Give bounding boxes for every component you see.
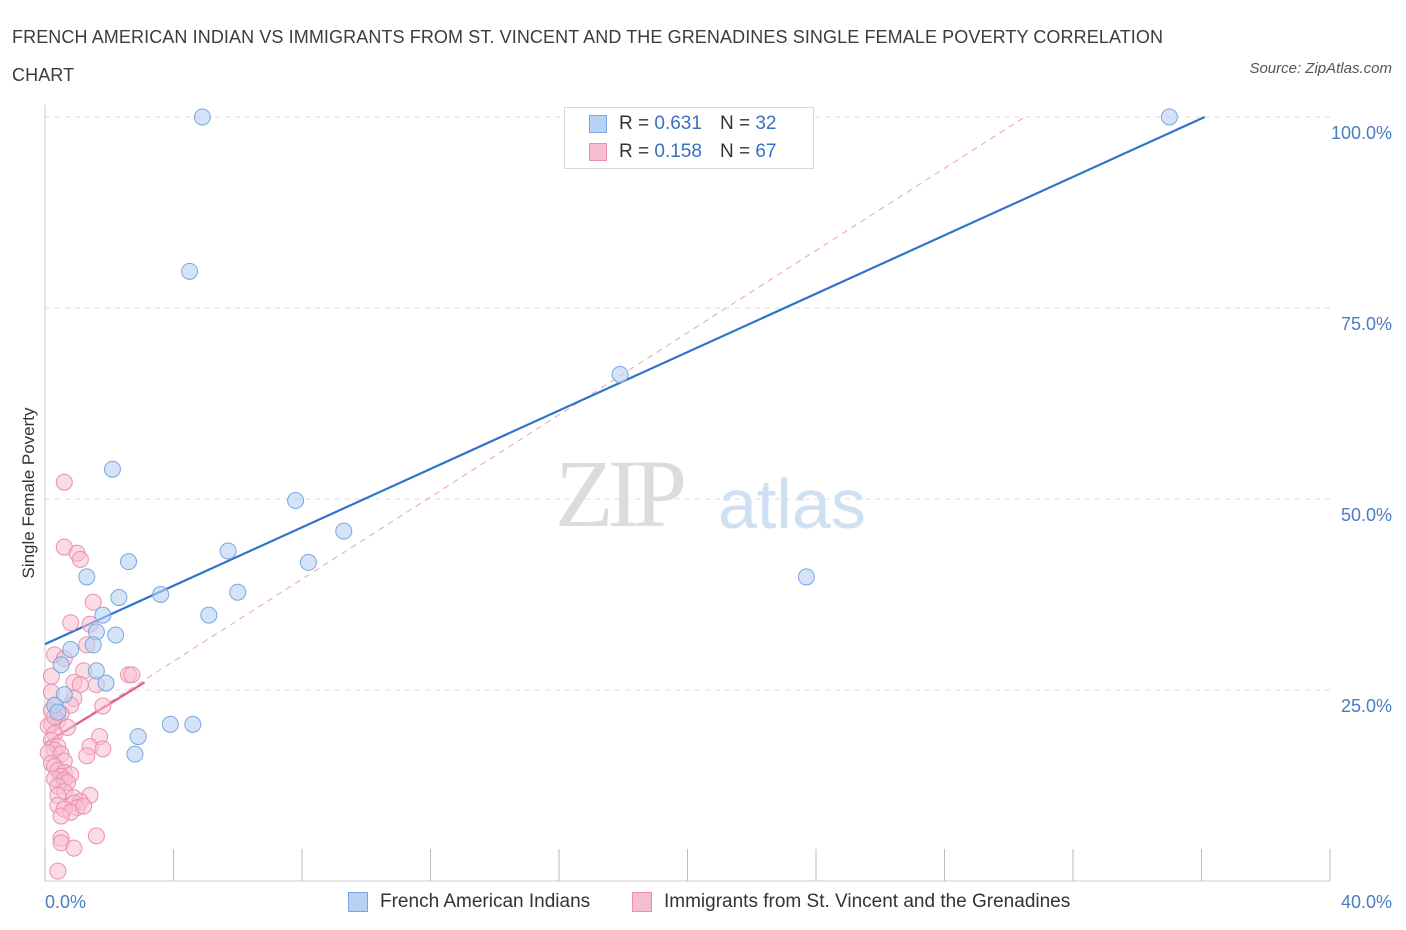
data-point-french-american-indians <box>287 492 305 510</box>
legend-row-blue: R = 0.631 N = 32 <box>589 112 776 136</box>
legend-row-pink: R = 0.158 N = 67 <box>589 140 776 164</box>
legend-n-label: N = <box>719 141 751 162</box>
data-point-immigrants <box>71 550 89 568</box>
data-point-immigrants <box>55 473 73 491</box>
legend-item-immigrants-st-vincent[interactable]: Immigrants from St. Vincent and the Gren… <box>632 888 1070 916</box>
data-point-immigrants <box>78 747 96 765</box>
data-point-french-american-indians <box>62 641 80 659</box>
x-tick-label: 0.0% <box>45 892 86 912</box>
data-point-french-american-indians <box>299 553 317 571</box>
watermark-atlas: atlas <box>718 465 866 543</box>
data-point-french-american-indians <box>107 626 125 644</box>
data-point-immigrants <box>62 614 80 632</box>
data-point-immigrants <box>87 827 105 845</box>
y-tick-label: 25.0% <box>1341 696 1392 716</box>
watermark: ZIP atlas <box>555 440 866 547</box>
data-point-immigrants <box>75 797 93 815</box>
legend-label: Immigrants from St. Vincent and the Gren… <box>664 891 1071 912</box>
trend-lines <box>44 115 1206 745</box>
data-point-french-american-indians <box>120 553 138 571</box>
legend-r-value: 0.631 <box>654 113 702 134</box>
data-point-french-american-indians <box>797 568 815 586</box>
legend-item-french-american-indians[interactable]: French American Indians <box>348 888 590 916</box>
data-point-french-american-indians <box>55 686 73 704</box>
axes <box>44 105 1331 882</box>
data-point-french-american-indians <box>97 674 115 692</box>
data-point-french-american-indians <box>335 522 353 540</box>
legend-n-label: N = <box>719 113 751 134</box>
chart-title: FRENCH AMERICAN INDIAN VS IMMIGRANTS FRO… <box>12 27 1164 85</box>
legend-n-value: 67 <box>755 141 777 162</box>
data-points <box>39 108 1178 880</box>
tick-labels: 25.0% 50.0% 75.0% 100.0% 0.0% 40.0% <box>45 123 1392 912</box>
data-point-immigrants <box>123 666 141 684</box>
data-point-immigrants <box>65 839 83 857</box>
y-axis-label: Single Female Poverty <box>19 407 38 579</box>
data-point-french-american-indians <box>78 568 96 586</box>
data-point-french-american-indians <box>200 606 218 624</box>
legend-swatch-pink <box>589 143 607 161</box>
data-point-french-american-indians <box>94 606 112 624</box>
data-point-immigrants <box>52 807 70 825</box>
data-point-french-american-indians <box>110 589 128 607</box>
legend-r-value: 0.158 <box>654 141 702 162</box>
data-point-french-american-indians <box>229 583 247 601</box>
data-point-french-american-indians <box>181 262 199 280</box>
data-point-french-american-indians <box>184 715 202 733</box>
data-point-immigrants <box>94 740 112 758</box>
y-tick-label: 100.0% <box>1331 123 1392 143</box>
data-point-french-american-indians <box>219 542 237 560</box>
x-tick-label: 40.0% <box>1341 892 1392 912</box>
data-point-french-american-indians <box>84 636 102 654</box>
data-point-french-american-indians <box>129 728 147 746</box>
data-point-immigrants <box>71 676 89 694</box>
data-point-french-american-indians <box>193 108 211 126</box>
legend-label: French American Indians <box>380 891 591 912</box>
data-point-immigrants <box>49 862 67 880</box>
trend-line-pink-dashed <box>44 116 1026 744</box>
data-point-immigrants <box>84 593 102 611</box>
legend-r-label: R = <box>619 141 650 162</box>
source-label: Source: ZipAtlas.com <box>1249 60 1392 77</box>
legend-n-value: 32 <box>755 113 777 134</box>
data-point-french-american-indians <box>161 715 179 733</box>
data-point-french-american-indians <box>611 365 629 383</box>
legend-swatch-blue <box>589 115 607 133</box>
legend-swatch-blue <box>348 892 368 912</box>
y-tick-label: 50.0% <box>1341 505 1392 525</box>
data-point-french-american-indians <box>103 460 121 478</box>
data-point-french-american-indians <box>52 656 70 674</box>
data-point-french-american-indians <box>49 703 67 721</box>
data-point-french-american-indians <box>1160 108 1178 126</box>
data-point-french-american-indians <box>87 662 105 680</box>
legend-stats: R = 0.631 N = 32 R = 0.158 N = 67 <box>564 107 814 169</box>
data-point-french-american-indians <box>152 586 170 603</box>
grid-lines <box>45 116 1330 691</box>
data-point-french-american-indians <box>126 745 144 763</box>
legend-r-label: R = <box>619 113 650 134</box>
data-point-immigrants <box>94 697 112 715</box>
watermark-zip: ZIP <box>555 440 684 547</box>
legend-swatch-pink <box>632 892 652 912</box>
y-tick-label: 75.0% <box>1341 314 1392 334</box>
